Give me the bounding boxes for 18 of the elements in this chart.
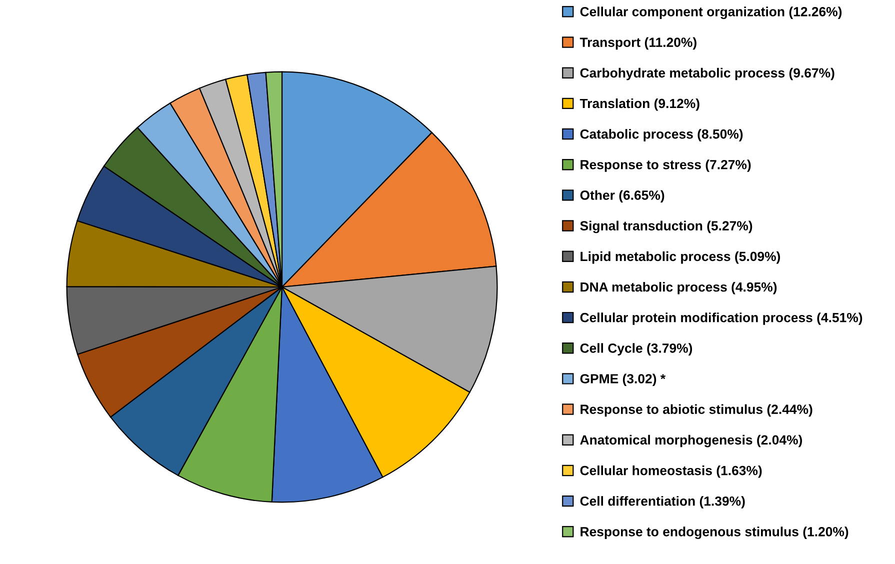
legend-label: Cell Cycle (3.79%) [580,343,692,356]
legend-label: Response to stress (7.27%) [580,160,751,172]
legend-label: Anatomical morphogenesis (2.04%) [580,434,802,448]
legend-label: DNA metabolic process (4.95%) [580,282,777,294]
legend-label: Transport (11.20%) [580,37,696,50]
legend-label: Response to endogenous stimulus (1.20%) [580,526,848,540]
legend-label: Cellular component organization (12.26%) [580,6,842,20]
legend-label: Cell differentiation (1.39%) [580,496,745,508]
legend-label: Translation (9.12%) [580,98,700,111]
legend-label: Signal transduction (5.27%) [580,220,752,234]
legend-label: Cellular protein modification process (4.51%) [580,312,862,325]
legend-label: Cellular homeostasis (1.63%) [580,466,762,478]
legend-label: Lipid metabolic process (5.09%) [580,251,780,264]
legend-label: Other (6.65%) [580,190,664,202]
legend-label: Response to abiotic stimulus (2.44%) [580,404,812,417]
legend-label: Carbohydrate metabolic process (9.67%) [580,68,834,80]
legend-label: GPME (3.02) * [580,374,666,386]
legend-label: Catabolic process (8.50%) [580,129,743,142]
